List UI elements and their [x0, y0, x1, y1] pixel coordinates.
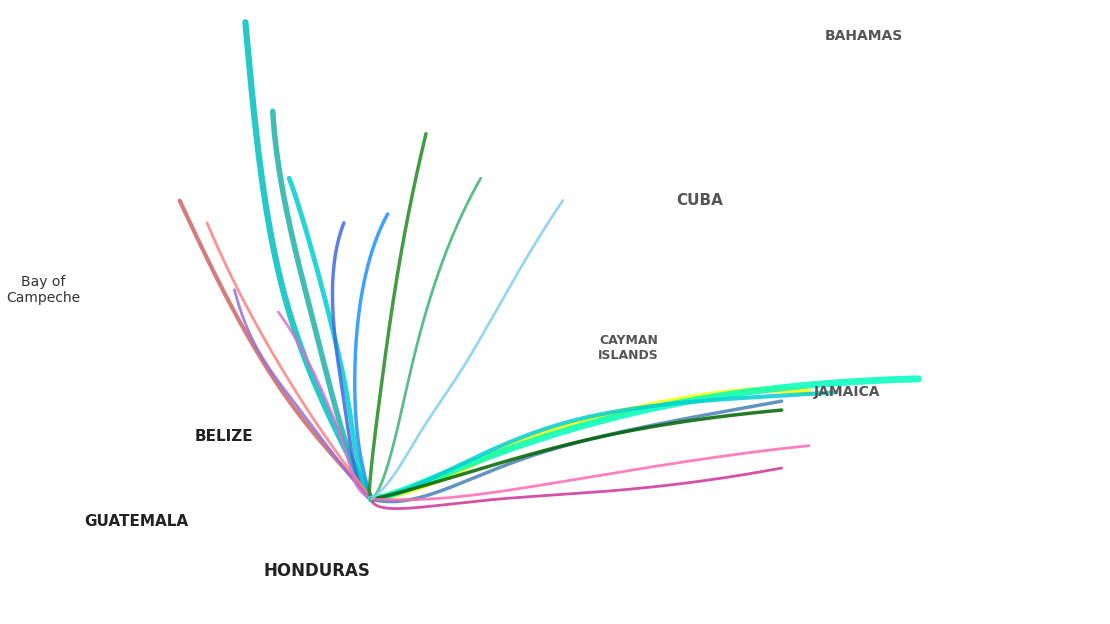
Text: Bay of
Campeche: Bay of Campeche [6, 275, 80, 305]
Text: JAMAICA: JAMAICA [814, 385, 880, 399]
Text: CAYMAN
ISLANDS: CAYMAN ISLANDS [598, 334, 659, 362]
Text: GUATEMALA: GUATEMALA [84, 514, 188, 529]
Text: HONDURAS: HONDURAS [263, 562, 370, 580]
Text: BAHAMAS: BAHAMAS [825, 29, 902, 42]
Text: CUBA: CUBA [676, 193, 723, 208]
Text: BELIZE: BELIZE [194, 429, 253, 444]
